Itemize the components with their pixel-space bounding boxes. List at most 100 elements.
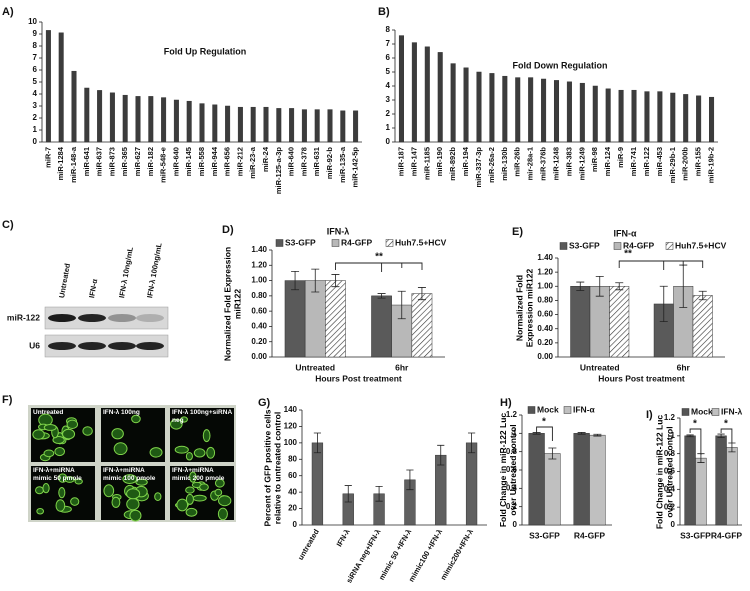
x-tick-label: miR-873 [107, 147, 116, 176]
y-tick-label: 0.8 [506, 447, 518, 456]
significance-bracket [335, 262, 423, 272]
x-tick-label: miR-92-b [325, 147, 334, 180]
cell [169, 418, 183, 430]
micrograph-label: IFN-λ+miRNA mimic 200 pmole [172, 467, 225, 482]
cell [55, 499, 66, 512]
error-bar [615, 282, 624, 291]
x-tick-label: mimic200+IFN-λ [439, 527, 476, 582]
x-tick-label: miR-142-5p [351, 147, 360, 188]
x-tick-label: R4-GFP [574, 530, 606, 540]
x-tick-label: 6hr [677, 362, 691, 372]
y-tick-label: 0 [33, 137, 38, 146]
cell [185, 507, 198, 517]
cell [126, 488, 141, 500]
bar [570, 286, 591, 358]
y-tick-label: 4 [386, 81, 391, 90]
y-tick-label: 0.2 [506, 502, 518, 511]
bar [84, 87, 90, 143]
bar [450, 63, 456, 143]
bar [463, 67, 469, 143]
bar [589, 434, 606, 526]
x-tick-label: mimic 50 +IFN-λ [377, 527, 414, 582]
x-tick-label: miR-130b [500, 147, 509, 181]
micrograph-label: IFN-λ 100ng+siRNA neg [172, 409, 232, 424]
significance-label: * [693, 419, 697, 430]
legend-swatch [665, 242, 674, 250]
error-bar [406, 469, 414, 491]
cell [202, 429, 211, 443]
y-tick-label: 5 [386, 67, 391, 76]
y-tick-label: 120 [284, 422, 298, 431]
error-bar [698, 290, 707, 301]
legend-label: Mock [691, 406, 713, 416]
cell [42, 483, 50, 494]
bar [411, 293, 433, 358]
error-bar [595, 275, 604, 297]
panel-label: C) [2, 219, 14, 231]
x-tick-label: miR-194 [461, 146, 470, 176]
bar [97, 90, 103, 143]
y-axis-label: Normalized Fold Expression miR122 [514, 268, 534, 347]
cell [70, 497, 80, 506]
cell [180, 416, 188, 423]
y-tick-label: 0.40 [251, 322, 267, 331]
cell [129, 509, 142, 522]
y-tick-label: 0 [386, 137, 391, 146]
cell [62, 428, 76, 440]
cell [174, 445, 189, 454]
bar [424, 46, 430, 143]
y-tick-label: 1.2 [664, 413, 676, 422]
blot-band [108, 342, 136, 350]
cell [35, 486, 44, 495]
blot-band [78, 342, 106, 350]
x-tick-label: miR-155 [694, 147, 703, 176]
bar [476, 71, 482, 143]
x-tick-label: miR-26b [513, 147, 522, 177]
y-tick-label: 9 [33, 29, 38, 38]
blot-strip [44, 334, 169, 358]
x-tick-label: untreated [296, 527, 321, 561]
cell [43, 449, 55, 458]
panel-label: I) [646, 409, 653, 421]
lane-label: Untreated [57, 262, 72, 298]
legend-swatch [613, 242, 622, 250]
legend-label: S3-GFP [285, 237, 316, 247]
bar [45, 30, 51, 143]
bar [435, 454, 447, 526]
cell [149, 447, 163, 458]
x-tick-label: miR-944 [210, 146, 219, 176]
significance-label: * [542, 417, 546, 428]
cell [189, 471, 197, 483]
y-tick-label: 2 [33, 113, 38, 122]
bar [696, 95, 702, 143]
error-bar [686, 434, 694, 438]
error-bar [593, 433, 602, 437]
cell [54, 446, 66, 457]
x-tick-label: miR-145 [184, 147, 193, 176]
bar [618, 89, 624, 143]
panel-label: G) [258, 397, 271, 409]
cell [206, 446, 216, 459]
bar [695, 457, 707, 526]
bar [528, 77, 534, 143]
x-tick-label: miR-24 [261, 146, 270, 172]
x-tick-label: miR-453 [655, 147, 664, 176]
bar [502, 75, 508, 143]
lane-label: IFN-α [87, 278, 99, 299]
x-tick-label: miR-383 [564, 147, 573, 176]
cell [122, 474, 138, 484]
y-tick-label: 1 [386, 123, 391, 132]
bar [709, 96, 715, 143]
y-tick-label: 3 [33, 101, 38, 110]
y-tick-label: 0.60 [537, 310, 553, 319]
bar [579, 82, 585, 143]
x-tick-label: R4-GFP [711, 530, 743, 540]
y-tick-label: 6 [33, 65, 38, 74]
blot-band [108, 314, 136, 322]
y-tick-label: 20 [288, 504, 297, 513]
significance-label: ** [375, 252, 383, 263]
legend-label: S3-GFP [569, 240, 600, 250]
cell [126, 497, 140, 511]
bar [58, 32, 64, 143]
